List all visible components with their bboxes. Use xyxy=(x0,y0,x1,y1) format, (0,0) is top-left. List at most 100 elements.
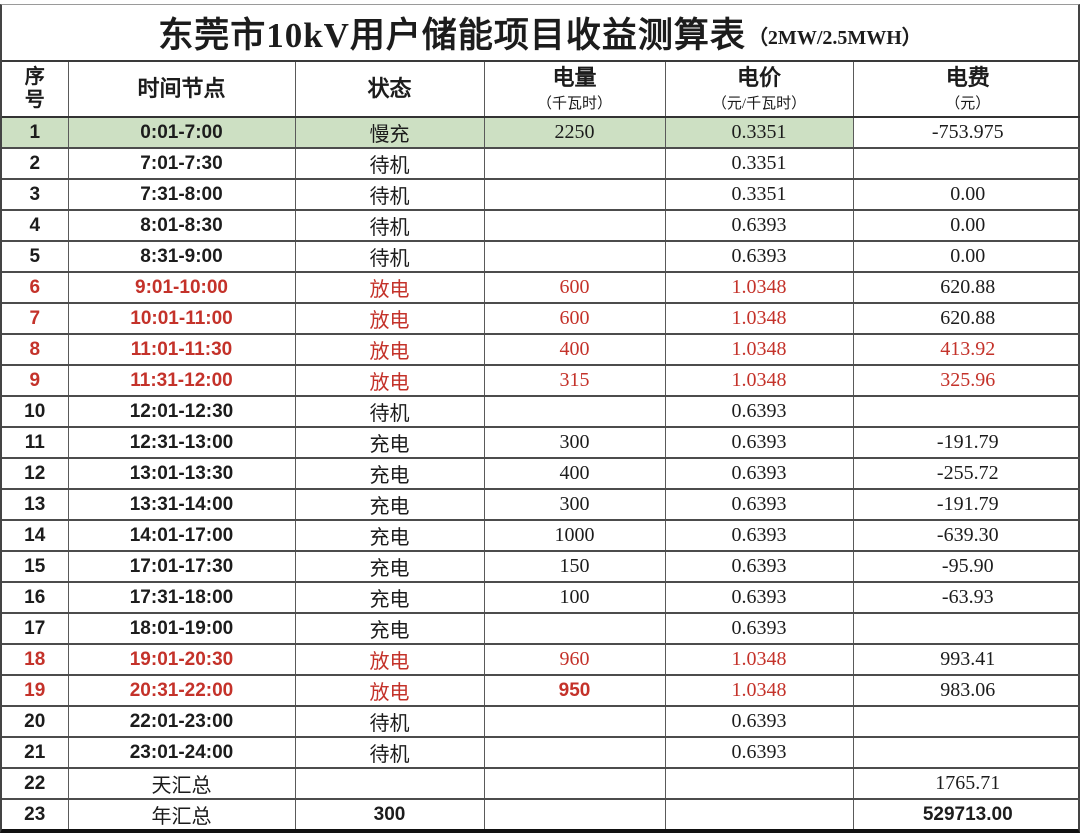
cell-fee: 325.96 xyxy=(853,365,1080,396)
cell-energy: 300 xyxy=(484,489,665,520)
cell-status: 待机 xyxy=(295,241,484,272)
cell-status: 待机 xyxy=(295,210,484,241)
cell-time: 12:31-13:00 xyxy=(68,427,295,458)
cell-status: 充电 xyxy=(295,427,484,458)
cell-energy: 300 xyxy=(484,427,665,458)
cell-time: 11:31-12:00 xyxy=(68,365,295,396)
cell-status: 充电 xyxy=(295,520,484,551)
col-header-no: 序 号 xyxy=(2,62,68,117)
cell-no: 1 xyxy=(2,117,68,148)
cell-time: 12:01-12:30 xyxy=(68,396,295,427)
cell-energy: 2250 xyxy=(484,117,665,148)
cell-energy: 400 xyxy=(484,458,665,489)
cell-fee: 413.92 xyxy=(853,334,1080,365)
cell-status: 待机 xyxy=(295,737,484,768)
table-frame: 东莞市10kV用户储能项目收益测算表（2MW/2.5MWH） 序 号时间节点状态… xyxy=(0,4,1080,833)
cell-status: 放电 xyxy=(295,334,484,365)
cell-time: 8:01-8:30 xyxy=(68,210,295,241)
col-header-status: 状态 xyxy=(295,62,484,117)
col-header-fee: 电费（元） xyxy=(853,62,1080,117)
cell-time: 18:01-19:00 xyxy=(68,613,295,644)
cell-energy: 1000 xyxy=(484,520,665,551)
col-header-time: 时间节点 xyxy=(68,62,295,117)
cell-price: 0.6393 xyxy=(665,396,853,427)
cell-price: 0.3351 xyxy=(665,148,853,179)
cell-fee: 529713.00 xyxy=(853,799,1080,829)
cell-no: 6 xyxy=(2,272,68,303)
cell-energy xyxy=(484,396,665,427)
cell-price: 0.6393 xyxy=(665,613,853,644)
cell-price: 0.6393 xyxy=(665,210,853,241)
cell-energy xyxy=(484,768,665,799)
cell-fee xyxy=(853,706,1080,737)
cell-energy: 315 xyxy=(484,365,665,396)
cell-price: 1.0348 xyxy=(665,272,853,303)
cell-price: 0.3351 xyxy=(665,117,853,148)
cell-fee: -191.79 xyxy=(853,489,1080,520)
cell-no: 7 xyxy=(2,303,68,334)
cell-no: 15 xyxy=(2,551,68,582)
cell-energy: 950 xyxy=(484,675,665,706)
cell-status: 充电 xyxy=(295,551,484,582)
cell-no: 22 xyxy=(2,768,68,799)
cell-energy xyxy=(484,706,665,737)
col-header-energy: 电量（千瓦时） xyxy=(484,62,665,117)
cell-fee: 983.06 xyxy=(853,675,1080,706)
cell-no: 9 xyxy=(2,365,68,396)
cell-price: 0.6393 xyxy=(665,737,853,768)
cell-no: 21 xyxy=(2,737,68,768)
cell-no: 14 xyxy=(2,520,68,551)
cell-fee: 0.00 xyxy=(853,179,1080,210)
col-header-sub: （千瓦时） xyxy=(485,92,665,113)
cell-fee: 993.41 xyxy=(853,644,1080,675)
cell-price: 0.3351 xyxy=(665,179,853,210)
col-header-label: 状态 xyxy=(296,76,484,101)
title-spec: （2MW/2.5MWH） xyxy=(748,21,922,50)
cell-energy: 960 xyxy=(484,644,665,675)
cell-price: 0.6393 xyxy=(665,551,853,582)
cell-time: 11:01-11:30 xyxy=(68,334,295,365)
cell-energy xyxy=(484,241,665,272)
cell-time: 9:01-10:00 xyxy=(68,272,295,303)
cell-time: 7:01-7:30 xyxy=(68,148,295,179)
cell-time: 22:01-23:00 xyxy=(68,706,295,737)
col-header-label: 时间节点 xyxy=(69,76,295,101)
cell-price: 0.6393 xyxy=(665,427,853,458)
cell-price: 0.6393 xyxy=(665,241,853,272)
cell-time: 20:31-22:00 xyxy=(68,675,295,706)
col-header-label: 电费 xyxy=(854,65,1080,90)
cell-time: 14:01-17:00 xyxy=(68,520,295,551)
cell-status: 充电 xyxy=(295,458,484,489)
cell-status: 待机 xyxy=(295,396,484,427)
cell-energy xyxy=(484,210,665,241)
cell-energy xyxy=(484,148,665,179)
page-title: 东莞市10kV用户储能项目收益测算表（2MW/2.5MWH） xyxy=(2,5,1078,62)
cell-status: 慢充 xyxy=(295,117,484,148)
cell-fee: -95.90 xyxy=(853,551,1080,582)
title-main: 东莞市10kV用户储能项目收益测算表 xyxy=(158,7,746,58)
cell-time: 年汇总 xyxy=(68,799,295,829)
cell-time: 7:31-8:00 xyxy=(68,179,295,210)
cell-price: 1.0348 xyxy=(665,365,853,396)
cell-no: 5 xyxy=(2,241,68,272)
cell-fee: 620.88 xyxy=(853,303,1080,334)
cell-energy: 100 xyxy=(484,582,665,613)
cell-no: 4 xyxy=(2,210,68,241)
